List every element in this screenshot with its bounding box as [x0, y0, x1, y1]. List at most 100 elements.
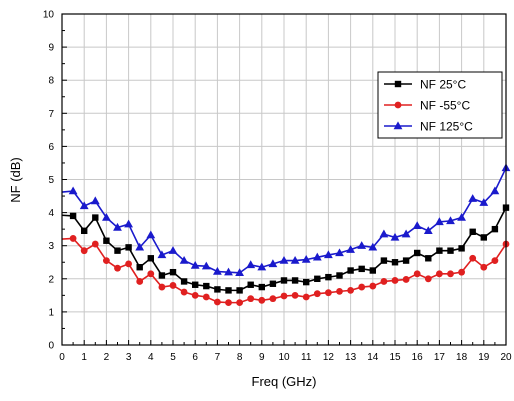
- data-point: [269, 280, 277, 287]
- data-point: [302, 293, 310, 301]
- data-point: [391, 259, 399, 266]
- y-axis-label: NF (dB): [8, 157, 23, 203]
- data-point: [380, 278, 388, 285]
- x-tick-label: 13: [345, 352, 357, 363]
- data-point: [203, 282, 210, 290]
- data-point: [479, 198, 489, 206]
- data-point: [158, 283, 166, 291]
- data-point: [268, 259, 278, 268]
- legend-item: NF 25°C: [384, 78, 466, 92]
- data-point: [369, 267, 376, 274]
- data-point: [447, 270, 454, 278]
- legend-marker: [394, 101, 402, 109]
- x-tick-label: 6: [192, 352, 198, 363]
- data-point: [325, 273, 332, 281]
- data-point: [102, 212, 111, 221]
- data-point: [180, 288, 188, 296]
- data-point: [69, 235, 77, 242]
- data-point: [480, 263, 488, 271]
- data-point: [214, 298, 221, 306]
- data-point: [190, 260, 200, 269]
- data-point: [290, 255, 300, 264]
- data-point: [258, 283, 265, 291]
- data-point: [157, 250, 167, 259]
- data-point: [213, 266, 222, 275]
- data-point: [136, 264, 143, 271]
- data-point: [124, 219, 133, 228]
- data-point: [313, 290, 321, 298]
- data-point: [225, 287, 232, 294]
- data-point: [446, 216, 455, 225]
- data-point: [92, 214, 99, 221]
- data-point: [135, 242, 145, 251]
- data-point: [68, 186, 78, 195]
- data-point: [468, 194, 478, 202]
- data-point: [201, 261, 211, 270]
- data-point: [435, 217, 444, 226]
- data-point: [358, 283, 366, 291]
- data-point: [146, 230, 156, 239]
- data-point: [113, 222, 122, 231]
- x-axis-label: Freq (GHz): [252, 374, 317, 389]
- x-tick-label: 19: [478, 352, 490, 363]
- data-point: [413, 270, 421, 278]
- data-point: [247, 295, 255, 303]
- data-point: [347, 267, 354, 274]
- data-point: [369, 282, 377, 290]
- x-tick-label: 18: [456, 352, 468, 363]
- data-point: [235, 268, 244, 277]
- y-tick-label: 1: [48, 307, 54, 318]
- data-point: [414, 249, 421, 257]
- data-point: [402, 257, 410, 264]
- data-point: [336, 287, 343, 295]
- data-point: [125, 260, 132, 268]
- x-tick-label: 10: [278, 352, 290, 363]
- data-point: [103, 257, 110, 264]
- x-tick-label: 14: [367, 352, 379, 363]
- x-tick-label: 5: [170, 352, 176, 363]
- data-point: [103, 237, 110, 244]
- data-point: [169, 268, 177, 276]
- x-tick-label: 8: [237, 352, 243, 363]
- data-point: [79, 201, 89, 210]
- data-point: [336, 272, 343, 279]
- x-tick-label: 15: [389, 352, 401, 363]
- data-point: [225, 299, 232, 307]
- data-point: [457, 212, 466, 221]
- data-point: [436, 247, 443, 254]
- data-point: [458, 245, 465, 252]
- data-point: [402, 276, 410, 283]
- legend-label: NF -55°C: [420, 99, 470, 113]
- data-point: [291, 277, 299, 284]
- x-tick-label: 4: [148, 352, 154, 363]
- data-point: [147, 255, 154, 262]
- data-point: [179, 255, 189, 264]
- data-point: [380, 257, 388, 264]
- series-circle: [61, 235, 510, 307]
- data-point: [192, 281, 199, 288]
- data-point: [147, 270, 155, 278]
- data-point: [136, 278, 144, 285]
- data-point: [80, 247, 88, 255]
- data-point: [81, 227, 88, 235]
- y-tick-label: 4: [48, 208, 54, 219]
- y-tick-label: 10: [43, 10, 55, 21]
- y-tick-label: 0: [48, 341, 54, 352]
- data-point: [168, 246, 178, 254]
- data-point: [346, 245, 355, 253]
- data-point: [169, 282, 177, 289]
- data-point: [269, 295, 277, 303]
- data-point: [480, 234, 487, 241]
- y-tick-label: 8: [48, 76, 54, 87]
- data-point: [491, 225, 499, 233]
- series-square: [61, 204, 510, 294]
- data-point: [335, 248, 344, 257]
- legend-item: NF 125°C: [384, 120, 473, 134]
- data-point: [401, 229, 411, 238]
- x-tick-label: 1: [81, 352, 87, 363]
- data-point: [469, 228, 476, 235]
- legend: NF 25°C NF -55°C NF 125°C: [377, 71, 503, 139]
- legend-item: NF -55°C: [384, 99, 470, 113]
